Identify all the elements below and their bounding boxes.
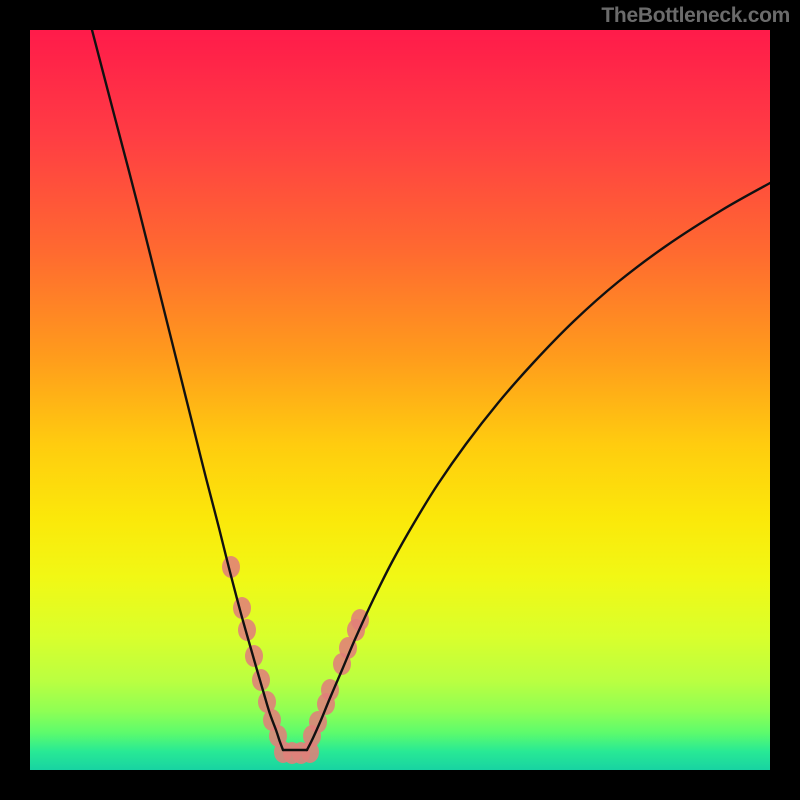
watermark-text: TheBottleneck.com (601, 4, 790, 28)
curve-layer (30, 30, 770, 770)
v-curve-right (307, 183, 770, 750)
plot-area (30, 30, 770, 770)
outer-frame: TheBottleneck.com (0, 0, 800, 800)
v-curve-left (92, 30, 283, 750)
